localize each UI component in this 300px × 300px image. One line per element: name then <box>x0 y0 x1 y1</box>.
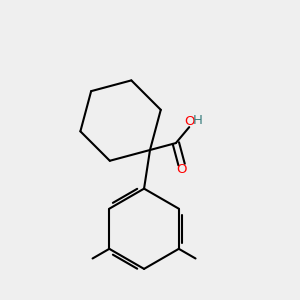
Text: O: O <box>184 115 194 128</box>
Text: H: H <box>193 114 203 127</box>
Text: O: O <box>176 164 187 176</box>
